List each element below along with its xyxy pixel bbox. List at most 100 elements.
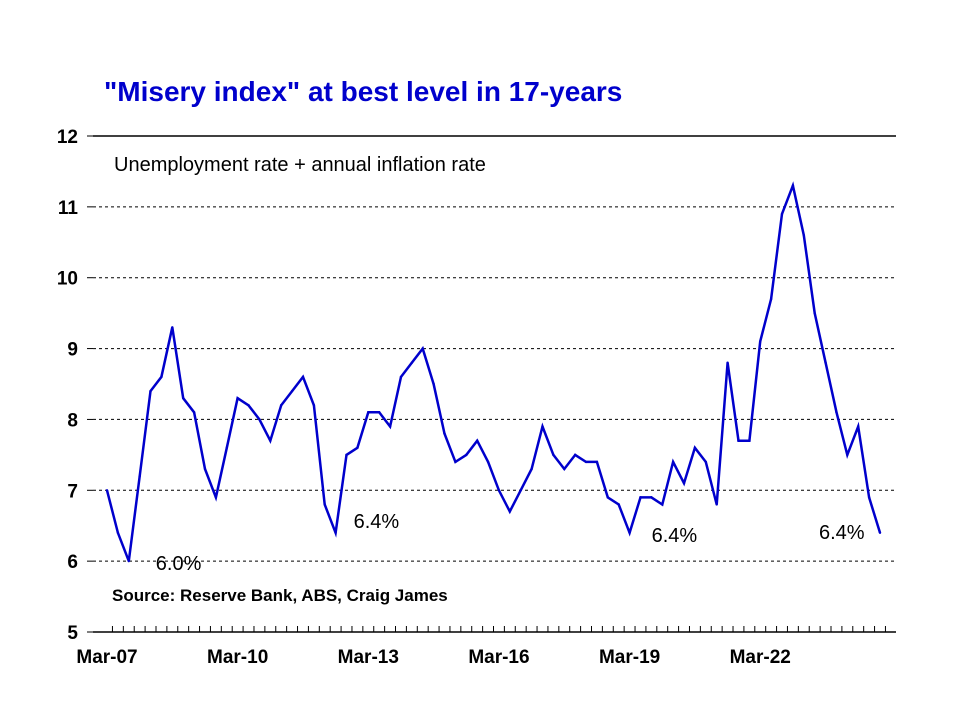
data-point xyxy=(715,503,718,506)
data-point xyxy=(486,460,490,464)
data-point xyxy=(813,311,816,315)
data-point xyxy=(671,460,675,464)
data-point xyxy=(552,453,555,457)
x-tick-label: Mar-19 xyxy=(599,647,660,668)
data-point xyxy=(475,439,479,442)
data-point xyxy=(149,389,152,393)
data-point xyxy=(693,446,697,449)
annotation-label: 6.4% xyxy=(354,511,400,533)
data-point xyxy=(388,425,392,428)
gridlines xyxy=(93,135,896,562)
x-tick-label: Mar-13 xyxy=(338,647,399,668)
data-point xyxy=(846,453,849,457)
data-point xyxy=(530,467,533,471)
data-point xyxy=(769,297,773,301)
annotation-label: 6.4% xyxy=(652,525,698,547)
data-point xyxy=(138,474,141,478)
data-point xyxy=(279,404,283,407)
data-point xyxy=(421,347,424,350)
series-layer xyxy=(105,181,882,563)
data-point xyxy=(737,439,740,442)
data-point xyxy=(867,496,871,499)
data-point xyxy=(225,446,228,449)
x-tick-label: Mar-07 xyxy=(76,647,137,668)
data-point xyxy=(639,496,642,499)
data-point xyxy=(759,340,762,343)
data-point xyxy=(835,411,838,414)
data-point xyxy=(661,503,664,506)
y-tick-label: 10 xyxy=(57,269,78,290)
data-point xyxy=(290,389,294,393)
data-point xyxy=(748,439,751,442)
data-point xyxy=(726,361,729,364)
data-point xyxy=(682,482,686,485)
data-point xyxy=(617,503,620,506)
data-point xyxy=(432,382,435,386)
data-point xyxy=(780,212,784,216)
data-point xyxy=(247,404,250,407)
data-point xyxy=(258,418,261,421)
annotation-label: 6.0% xyxy=(156,553,202,575)
annotation-label: 6.4% xyxy=(819,522,865,544)
data-point xyxy=(345,453,348,457)
data-point xyxy=(584,460,588,464)
data-point xyxy=(595,460,599,464)
data-point xyxy=(367,411,370,414)
y-tick-label: 12 xyxy=(57,127,78,148)
data-point xyxy=(192,411,196,414)
data-point xyxy=(356,446,359,449)
data-point xyxy=(334,531,337,534)
data-point xyxy=(203,467,207,471)
data-point xyxy=(465,453,468,457)
chart-title: "Misery index" at best level in 17-years xyxy=(104,76,622,107)
data-point xyxy=(519,489,522,492)
y-tick-label: 5 xyxy=(67,623,78,644)
data-point xyxy=(182,396,185,400)
data-point xyxy=(454,460,457,464)
data-point xyxy=(878,531,882,534)
chart-subtitle: Unemployment rate + annual inflation rat… xyxy=(114,154,486,176)
data-point xyxy=(508,510,512,513)
data-point xyxy=(857,425,860,428)
data-point xyxy=(791,184,795,187)
misery-index-line xyxy=(105,181,882,562)
data-point xyxy=(573,453,577,457)
data-point xyxy=(606,496,610,499)
data-point xyxy=(269,439,272,442)
data-point xyxy=(323,503,326,506)
data-point xyxy=(802,234,805,237)
data-point xyxy=(127,559,130,563)
data-point xyxy=(160,375,163,379)
x-tick-label: Mar-10 xyxy=(207,647,268,668)
data-point xyxy=(236,396,239,400)
x-tick-label: Mar-22 xyxy=(730,647,791,668)
annotations: 6.0% 6.4% 6.4% 6.4% xyxy=(156,511,865,575)
y-tick-label: 7 xyxy=(67,481,78,502)
data-point xyxy=(497,489,501,492)
data-point xyxy=(541,425,544,428)
data-point xyxy=(410,361,414,364)
y-tick-label: 11 xyxy=(58,198,79,219)
data-point xyxy=(824,361,827,364)
data-point xyxy=(650,496,653,499)
data-point xyxy=(171,326,174,329)
data-point xyxy=(116,531,120,534)
y-tick-label: 9 xyxy=(67,340,78,361)
data-point xyxy=(105,489,109,492)
x-tick-label: Mar-16 xyxy=(468,647,529,668)
y-tick-label: 8 xyxy=(67,410,78,431)
data-point xyxy=(399,375,403,379)
data-point xyxy=(312,404,316,407)
data-point xyxy=(704,460,708,464)
data-point xyxy=(443,432,446,435)
axes: 5 6 7 8 9 10 11 12 Mar-07 Mar-10 Mar-13 Mar-16 Mar-1… xyxy=(57,127,896,668)
data-point xyxy=(214,496,218,499)
data-point xyxy=(628,531,631,534)
y-tick-label: 6 xyxy=(67,552,78,573)
data-point xyxy=(301,375,305,379)
data-point xyxy=(563,467,566,471)
source-note: Source: Reserve Bank, ABS, Craig James xyxy=(112,586,448,605)
data-point xyxy=(377,411,381,414)
